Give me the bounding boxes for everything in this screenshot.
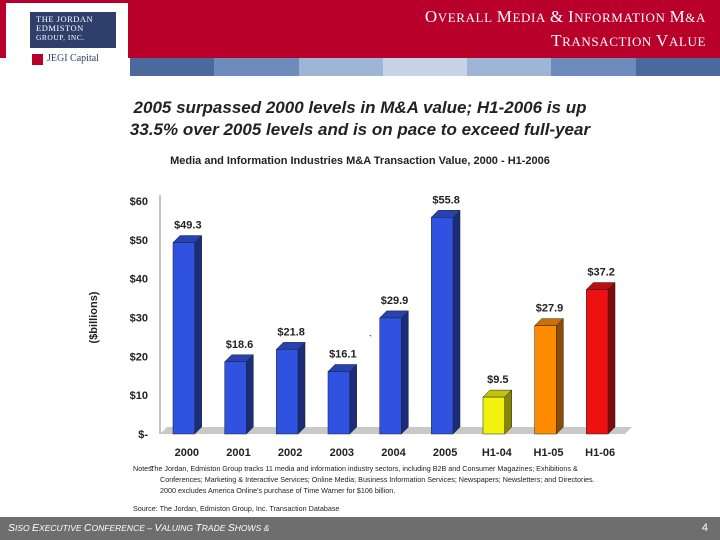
footer-s4: V [154, 522, 162, 534]
footer-text: SISO EXECUTIVE CONFERENCE – VALUING TRAD… [8, 522, 269, 534]
bar [224, 361, 247, 435]
bar [431, 217, 454, 435]
footer-bar: SISO EXECUTIVE CONFERENCE – VALUING TRAD… [0, 517, 720, 540]
x-tick-label: 2004 [381, 447, 406, 459]
source-note: Source: The Jordan, Edmiston Group, Inc.… [133, 504, 340, 513]
jegi-text: JEGI Capital [47, 53, 99, 64]
bar-value-label: $18.6 [226, 339, 254, 351]
slide-title-line-2: TRANSACTION VALUE [551, 31, 706, 50]
band-segment [382, 58, 468, 76]
bar-side [194, 234, 202, 435]
bar-value-label: $49.3 [174, 220, 202, 232]
footer-t5: RADE [201, 523, 228, 533]
bar [534, 325, 557, 435]
bar [327, 371, 350, 435]
bar-value-label: $55.8 [432, 194, 460, 206]
band-segment [467, 58, 552, 76]
bar-value-label: $37.2 [587, 267, 615, 279]
footer-s1: S [8, 522, 16, 534]
bar-value-label: $9.5 [487, 374, 508, 386]
notes-label: Notes: [133, 464, 154, 473]
jegi-capital-logo: JEGI Capital [32, 53, 132, 67]
y-tick-label: $20 [130, 351, 148, 363]
bar-chart: $- $10 $20 $30 $40 $50 $60 ($billions) $49.3 2000… [88, 194, 632, 459]
notes-line-3: 2000 excludes America Online's purchase … [160, 486, 396, 495]
band-segment [298, 58, 383, 76]
bar-value-label: $16.1 [329, 348, 357, 360]
jordan-edmiston-logo: THE JORDAN EDMISTON GROUP, INC. [30, 12, 116, 48]
footer-s3: C [83, 522, 92, 534]
band-segment [551, 58, 636, 76]
x-tick-label: H1-04 [482, 447, 513, 459]
footer-s6: S [227, 522, 235, 534]
bar-side [297, 341, 306, 435]
page-number: 4 [701, 522, 708, 534]
bar-value-label: $21.8 [277, 326, 305, 338]
jegi-mark-icon [32, 54, 43, 65]
bar [482, 396, 505, 435]
notes: Notes: The Jordan, Edmiston Group tracks… [133, 463, 680, 496]
headline: 2005 surpassed 2000 levels in M&A value;… [0, 97, 720, 141]
bar-side [349, 363, 357, 435]
notes-line-2: Conferences; Marketing & Interactive Ser… [160, 475, 595, 484]
bar-side [607, 281, 616, 435]
bar-value-label: $27.9 [536, 303, 564, 315]
decorative-band [130, 58, 720, 76]
stray-mark: ` [369, 334, 372, 346]
bar-side [401, 310, 409, 435]
notes-line-1: The Jordan, Edmiston Group tracks 11 med… [150, 464, 578, 473]
y-tick-label: $40 [130, 274, 148, 286]
y-axis-title: ($billions) [88, 291, 100, 343]
band-segment [130, 58, 215, 76]
chart-title: Media and Information Industries M&A Tra… [170, 155, 550, 167]
band-segment [214, 58, 299, 76]
footer-t2: XECUTIVE [39, 523, 84, 533]
bar-side [246, 354, 254, 435]
x-tick-label: 2005 [433, 447, 457, 459]
company-logo: THE JORDAN EDMISTON GROUP, INC. JEGI Cap… [6, 3, 128, 73]
bar-side [504, 389, 512, 435]
logo-line-1: THE JORDAN [36, 14, 94, 24]
band-segment [635, 58, 720, 76]
bar [379, 317, 402, 435]
footer-s2: E [32, 522, 40, 534]
bar-side [556, 318, 564, 435]
bar-value-label: $29.9 [381, 295, 409, 307]
footer-t6: HOWS & [234, 523, 270, 533]
bar-side [452, 209, 461, 435]
x-tick-label: 2003 [330, 447, 354, 459]
y-tick-label: $60 [130, 196, 148, 208]
bar [172, 242, 195, 435]
headline-line-2: 33.5% over 2005 levels and is on pace to… [129, 120, 591, 139]
x-tick-label: H1-05 [534, 447, 564, 459]
x-tick-label: 2000 [175, 447, 199, 459]
bar [276, 349, 299, 435]
x-tick-label: 2002 [278, 447, 302, 459]
y-tick-label: $10 [130, 390, 148, 402]
y-tick-label: $30 [130, 313, 148, 325]
footer-s5: T [195, 522, 202, 534]
x-tick-label: H1-06 [585, 447, 615, 459]
y-tick-label: $50 [130, 235, 148, 247]
footer-t4: ALUING [161, 523, 196, 533]
footer-t3: ONFERENCE – [91, 523, 155, 533]
footer-t1: ISO [15, 523, 33, 533]
slide-title: OVERALL MEDIA & INFORMATION M&A TRANSACT… [425, 6, 706, 54]
logo-line-3: GROUP, INC. [36, 33, 85, 42]
headline-line-1: 2005 surpassed 2000 levels in M&A value;… [133, 98, 587, 117]
y-tick-label: $- [138, 429, 148, 441]
bar [586, 289, 609, 435]
x-tick-label: 2001 [226, 447, 250, 459]
logo-line-2: EDMISTON [36, 23, 84, 33]
slide-title-line-1: OVERALL MEDIA & INFORMATION M&A [424, 7, 706, 26]
